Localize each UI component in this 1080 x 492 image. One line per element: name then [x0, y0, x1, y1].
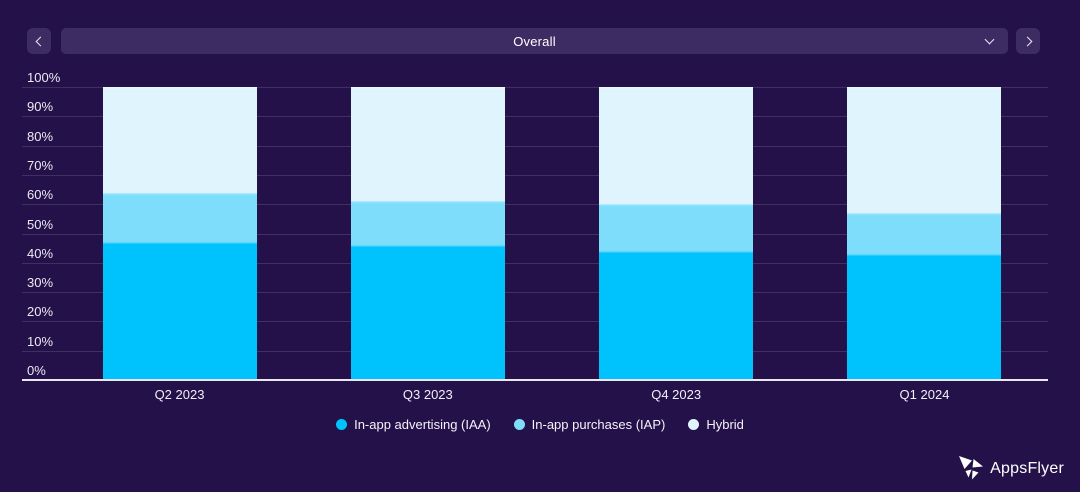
chevron-left-icon — [35, 36, 45, 46]
bar-segment[interactable] — [847, 87, 1002, 213]
bar-segment[interactable] — [102, 87, 257, 193]
gridline — [22, 350, 1048, 352]
bar-segment[interactable] — [102, 192, 257, 243]
y-axis-label: 0% — [27, 363, 46, 378]
legend-item[interactable]: In-app purchases (IAP) — [513, 417, 666, 432]
x-axis-label: Q1 2024 — [899, 387, 950, 402]
y-axis-label: 40% — [27, 245, 54, 261]
y-axis-label: 20% — [27, 304, 54, 320]
gridline — [22, 145, 1048, 147]
segment-dropdown[interactable]: Overall — [61, 28, 1008, 54]
bar-segment[interactable] — [350, 201, 505, 246]
y-axis-label: 80% — [27, 128, 54, 144]
legend-item[interactable]: In-app advertising (IAA) — [336, 417, 491, 432]
appsflyer-logo: AppsFlyer — [958, 454, 1064, 483]
y-axis-label: 10% — [27, 333, 54, 349]
bar-q2-2023[interactable] — [102, 87, 257, 380]
x-axis-label: Q4 2023 — [651, 387, 702, 402]
legend-dot-icon — [513, 419, 525, 430]
y-axis-label: 60% — [27, 187, 54, 203]
appsflyer-wordmark: AppsFlyer — [990, 459, 1064, 477]
bar-segment[interactable] — [350, 87, 505, 202]
segment-dropdown-value: Overall — [513, 33, 556, 49]
y-axis-label: 100% — [27, 70, 61, 85]
bar-segment[interactable] — [599, 204, 754, 252]
plot-area: 0% 10% 20% 30% 40% 50% 60% 70% 80% 90% 100% Q2 2023… — [22, 71, 1048, 402]
chevron-down-icon — [984, 34, 995, 45]
bar-segment[interactable] — [102, 242, 257, 380]
x-axis-line — [22, 379, 1048, 381]
bar-segment[interactable] — [847, 254, 1002, 380]
gridline — [22, 116, 1048, 118]
y-axis-label: 30% — [27, 275, 54, 291]
toolbar: Overall — [0, 0, 1080, 66]
x-axis-label: Q3 2023 — [402, 387, 453, 402]
x-axis-label: Q2 2023 — [154, 387, 205, 402]
gridline — [22, 204, 1048, 206]
gridline — [22, 262, 1048, 264]
gridline — [22, 321, 1048, 323]
y-axis-label: 50% — [27, 216, 54, 232]
bar-q4-2023[interactable] — [599, 87, 754, 380]
bar-segment[interactable] — [599, 87, 754, 205]
bar-segment[interactable] — [350, 245, 505, 380]
legend-label: Hybrid — [706, 417, 744, 432]
y-axis-label: 90% — [27, 99, 54, 115]
legend-dot-icon — [688, 419, 700, 430]
gridline — [22, 233, 1048, 235]
legend: In-app advertising (IAA) In-app purchases… — [0, 417, 1080, 432]
legend-item[interactable]: Hybrid — [688, 417, 744, 432]
appsflyer-icon — [959, 456, 984, 480]
legend-label: In-app advertising (IAA) — [354, 417, 491, 432]
next-button[interactable] — [1016, 28, 1040, 54]
gridline — [22, 174, 1048, 176]
bar-segment[interactable] — [599, 251, 754, 380]
gridline — [22, 292, 1048, 294]
bar-segment[interactable] — [847, 213, 1002, 255]
y-axis-label: 70% — [27, 157, 54, 173]
gridline — [22, 87, 1048, 88]
chevron-right-icon — [1022, 36, 1032, 46]
bar-q1-2024[interactable] — [847, 87, 1002, 380]
bar-q3-2023[interactable] — [350, 87, 505, 380]
prev-button[interactable] — [27, 28, 51, 54]
legend-dot-icon — [336, 419, 348, 430]
legend-label: In-app purchases (IAP) — [531, 417, 666, 432]
